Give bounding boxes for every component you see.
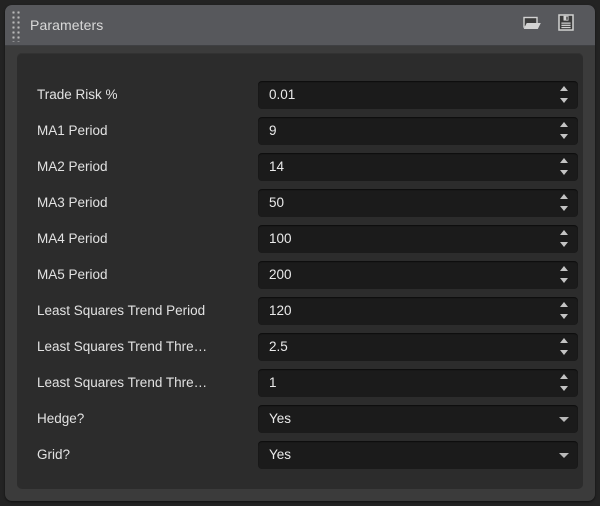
parameter-value[interactable]: 2.5 [269, 339, 288, 354]
parameter-spinbox[interactable]: 14 [258, 153, 578, 181]
parameter-label: Least Squares Trend Thre… [37, 339, 208, 354]
parameter-row: MA1 Period 9 [17, 116, 583, 146]
parameter-spinbox[interactable]: 0.01 [258, 81, 578, 109]
parameter-row: Least Squares Trend Thre… 2.5 [17, 332, 583, 362]
parameter-row: Hedge? Yes [17, 404, 583, 434]
parameter-label: MA4 Period [37, 231, 108, 246]
parameter-spinbox[interactable]: 2.5 [258, 333, 578, 361]
spinner-control[interactable] [557, 119, 572, 143]
parameter-label: MA1 Period [37, 123, 108, 138]
parameters-content: Trade Risk % 0.01 MA1 Period 9 MA2 Period 14 M… [17, 53, 583, 489]
parameter-value[interactable]: 100 [269, 231, 292, 246]
parameter-value[interactable]: 1 [269, 375, 277, 390]
spinner-down-icon[interactable] [560, 278, 568, 283]
parameter-label: Least Squares Trend Thre… [37, 375, 208, 390]
parameter-label: MA3 Period [37, 195, 108, 210]
parameter-spinbox[interactable]: 9 [258, 117, 578, 145]
spinner-control[interactable] [557, 155, 572, 179]
parameter-row: MA3 Period 50 [17, 188, 583, 218]
parameter-value[interactable]: 9 [269, 123, 277, 138]
parameter-row: MA5 Period 200 [17, 260, 583, 290]
spinner-up-icon[interactable] [560, 266, 568, 271]
parameter-value[interactable]: 200 [269, 267, 292, 282]
parameter-spinbox[interactable]: 200 [258, 261, 578, 289]
parameter-value[interactable]: Yes [269, 411, 292, 426]
spinner-down-icon[interactable] [560, 314, 568, 319]
parameter-row: Least Squares Trend Thre… 1 [17, 368, 583, 398]
spinner-down-icon[interactable] [560, 350, 568, 355]
parameter-label: Grid? [37, 447, 71, 462]
parameter-label: Trade Risk % [37, 87, 118, 102]
spinner-down-icon[interactable] [560, 206, 568, 211]
parameter-spinbox[interactable]: 50 [258, 189, 578, 217]
parameter-row: Trade Risk % 0.01 [17, 80, 583, 110]
spinner-control[interactable] [557, 83, 572, 107]
parameter-value[interactable]: 120 [269, 303, 292, 318]
parameter-spinbox[interactable]: 120 [258, 297, 578, 325]
spinner-control[interactable] [557, 371, 572, 395]
spinner-up-icon[interactable] [560, 158, 568, 163]
spinner-up-icon[interactable] [560, 86, 568, 91]
parameter-value[interactable]: 0.01 [269, 87, 296, 102]
spinner-up-icon[interactable] [560, 194, 568, 199]
spinner-control[interactable] [557, 335, 572, 359]
parameters-panel: Parameters T [5, 5, 595, 501]
chevron-down-icon[interactable] [559, 453, 569, 458]
chevron-down-icon[interactable] [559, 417, 569, 422]
spinner-up-icon[interactable] [560, 302, 568, 307]
parameter-spinbox[interactable]: 1 [258, 369, 578, 397]
spinner-control[interactable] [557, 191, 572, 215]
spinner-control[interactable] [557, 299, 572, 323]
parameter-row: MA4 Period 100 [17, 224, 583, 254]
panel-title: Parameters [30, 17, 104, 33]
parameter-label: MA2 Period [37, 159, 108, 174]
parameter-value[interactable]: 14 [269, 159, 285, 174]
save-button[interactable] [555, 14, 577, 36]
spinner-down-icon[interactable] [560, 170, 568, 175]
parameter-dropdown[interactable]: Yes [258, 441, 578, 469]
parameter-label: Hedge? [37, 411, 85, 426]
parameter-spinbox[interactable]: 100 [258, 225, 578, 253]
spinner-down-icon[interactable] [560, 242, 568, 247]
parameter-value[interactable]: Yes [269, 447, 292, 462]
spinner-control[interactable] [557, 227, 572, 251]
folder-open-icon [523, 15, 541, 35]
spinner-down-icon[interactable] [560, 98, 568, 103]
spinner-up-icon[interactable] [560, 230, 568, 235]
spinner-down-icon[interactable] [560, 386, 568, 391]
parameter-row: Grid? Yes [17, 440, 583, 470]
spinner-up-icon[interactable] [560, 122, 568, 127]
parameter-row: Least Squares Trend Period 120 [17, 296, 583, 326]
spinner-up-icon[interactable] [560, 374, 568, 379]
spinner-control[interactable] [557, 263, 572, 287]
spinner-up-icon[interactable] [560, 338, 568, 343]
drag-grip-dots-icon[interactable] [11, 9, 22, 42]
panel-title-bar[interactable]: Parameters [5, 5, 595, 46]
parameter-row: MA2 Period 14 [17, 152, 583, 182]
parameter-value[interactable]: 50 [269, 195, 285, 210]
open-button[interactable] [521, 15, 543, 35]
parameter-dropdown[interactable]: Yes [258, 405, 578, 433]
floppy-save-icon [558, 14, 574, 36]
parameter-label: MA5 Period [37, 267, 108, 282]
parameter-label: Least Squares Trend Period [37, 303, 206, 318]
spinner-down-icon[interactable] [560, 134, 568, 139]
